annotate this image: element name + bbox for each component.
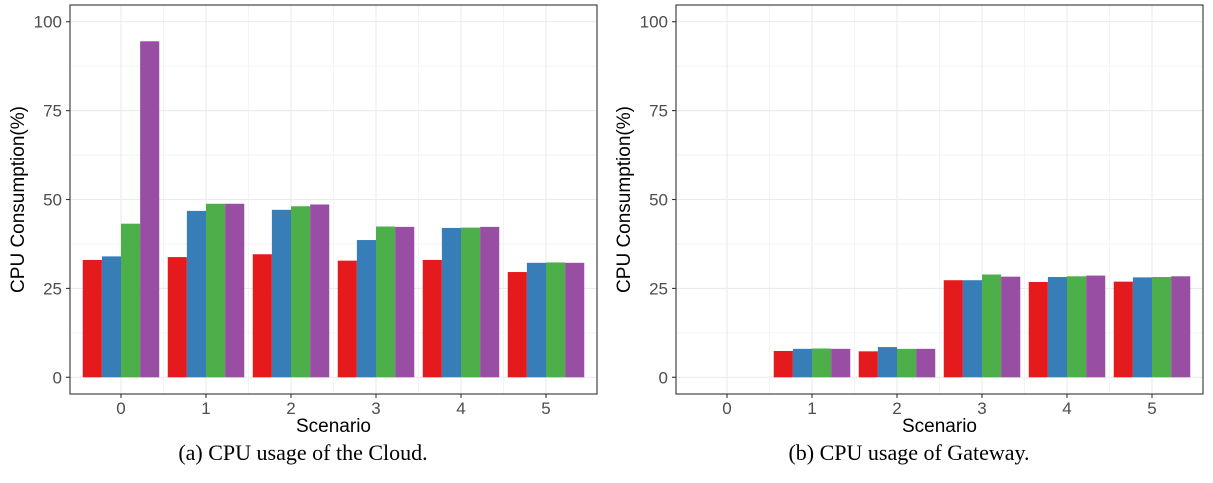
y-tick-label: 50 xyxy=(649,191,668,210)
x-tick-label: 1 xyxy=(201,399,210,418)
bar-scenario-0-series-3 xyxy=(121,223,141,378)
bar-scenario-2-series-1 xyxy=(252,254,272,378)
y-tick-label: 100 xyxy=(640,13,668,32)
bar-scenario-5-series-2 xyxy=(526,262,546,378)
x-tick-label: 5 xyxy=(541,399,550,418)
x-tick-label: 3 xyxy=(977,399,986,418)
bar-scenario-3-series-1 xyxy=(943,280,963,378)
bar-scenario-2-series-1 xyxy=(858,351,878,378)
bar-scenario-1-series-3 xyxy=(812,348,832,378)
bar-scenario-3-series-1 xyxy=(337,260,357,378)
bar-scenario-2-series-3 xyxy=(291,206,311,378)
gateway-cpu-caption: (b) CPU usage of Gateway. xyxy=(788,440,1030,465)
bar-scenario-4-series-1 xyxy=(422,259,442,378)
bar-scenario-4-series-3 xyxy=(461,227,481,378)
x-tick-label: 1 xyxy=(807,399,816,418)
x-tick-label: 2 xyxy=(892,399,901,418)
bar-scenario-4-series-4 xyxy=(480,226,500,378)
bar-scenario-2-series-2 xyxy=(877,347,897,378)
bar-scenario-2-series-4 xyxy=(916,348,936,378)
x-tick-label: 2 xyxy=(286,399,295,418)
bar-scenario-1-series-2 xyxy=(792,348,812,378)
bar-scenario-3-series-2 xyxy=(356,240,376,378)
y-tick-label: 25 xyxy=(649,279,668,298)
bar-scenario-5-series-3 xyxy=(1152,277,1172,378)
cloud-cpu-figure: 0 25 50 75 100 0 1 2 3 4 5 Scenario CPU Consumption(… xyxy=(0,0,606,483)
x-tick-label: 5 xyxy=(1147,399,1156,418)
x-axis-title: Scenario xyxy=(296,416,371,437)
bar-scenario-3-series-4 xyxy=(395,226,415,378)
y-tick-label: 0 xyxy=(659,368,668,387)
bar-scenario-1-series-2 xyxy=(186,210,206,378)
bar-scenario-2-series-4 xyxy=(310,204,330,378)
bar-scenario-1-series-1 xyxy=(167,257,187,378)
gateway-cpu-figure: 0 25 50 75 100 0 1 2 3 4 5 Scenario CPU Consumption(… xyxy=(606,0,1212,483)
y-tick-label: 50 xyxy=(43,191,62,210)
x-tick-label: 4 xyxy=(456,399,465,418)
y-tick-label: 25 xyxy=(43,279,62,298)
bar-scenario-0-series-4 xyxy=(140,41,160,378)
bar-scenario-1-series-4 xyxy=(225,203,245,378)
bar-scenario-5-series-1 xyxy=(1113,281,1133,378)
y-axis-title: CPU Consumption(%) xyxy=(614,106,635,293)
bar-scenario-3-series-4 xyxy=(1001,276,1021,378)
y-axis-title: CPU Consumption(%) xyxy=(8,106,29,293)
bar-scenario-2-series-3 xyxy=(897,348,917,378)
bar-scenario-4-series-4 xyxy=(1086,275,1106,378)
y-tick-label: 100 xyxy=(34,13,62,32)
bar-scenario-4-series-2 xyxy=(1047,277,1067,378)
bar-scenario-3-series-2 xyxy=(962,280,982,378)
cloud-cpu-chart: 0 25 50 75 100 0 1 2 3 4 5 Scenario CPU Consumption(… xyxy=(8,4,598,437)
bar-scenario-5-series-4 xyxy=(1171,276,1191,378)
bar-scenario-3-series-3 xyxy=(376,226,396,378)
x-tick-label: 4 xyxy=(1062,399,1071,418)
y-tick-label: 0 xyxy=(53,368,62,387)
bar-scenario-2-series-2 xyxy=(271,209,291,378)
x-tick-label: 0 xyxy=(116,399,125,418)
bar-scenario-1-series-4 xyxy=(831,348,851,378)
bar-scenario-1-series-3 xyxy=(206,203,226,378)
y-tick-label: 75 xyxy=(649,102,668,121)
bar-scenario-4-series-2 xyxy=(441,227,461,378)
bar-scenario-5-series-2 xyxy=(1132,277,1152,378)
bar-scenario-4-series-1 xyxy=(1028,281,1048,378)
y-tick-label: 75 xyxy=(43,102,62,121)
x-tick-label: 3 xyxy=(371,399,380,418)
bar-scenario-0-series-2 xyxy=(101,256,121,378)
bar-scenario-5-series-4 xyxy=(565,262,585,378)
gateway-cpu-chart: 0 25 50 75 100 0 1 2 3 4 5 Scenario CPU Consumption(… xyxy=(614,4,1204,437)
x-tick-label: 0 xyxy=(722,399,731,418)
bar-scenario-0-series-1 xyxy=(82,259,102,378)
bar-scenario-5-series-3 xyxy=(546,262,566,378)
bar-scenario-5-series-1 xyxy=(507,272,527,378)
bar-scenario-1-series-1 xyxy=(773,350,793,378)
bar-scenario-4-series-3 xyxy=(1067,276,1087,378)
cloud-cpu-caption: (a) CPU usage of the Cloud. xyxy=(178,440,428,465)
bar-scenario-3-series-3 xyxy=(982,274,1002,378)
x-axis-title: Scenario xyxy=(902,416,977,437)
